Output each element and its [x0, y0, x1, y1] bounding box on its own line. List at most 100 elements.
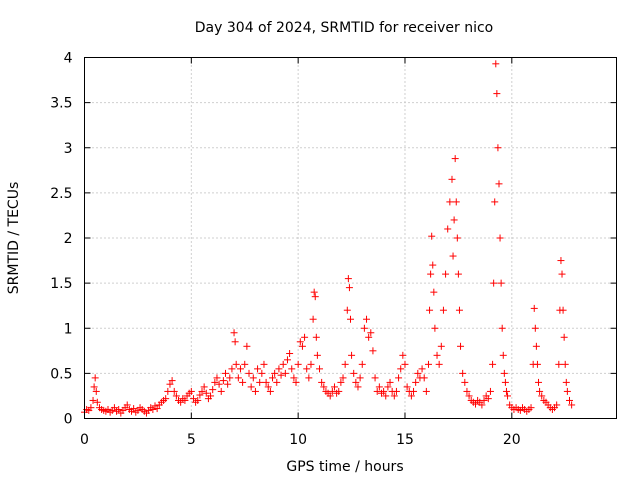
- data-point: [452, 198, 460, 206]
- data-point: [311, 293, 319, 301]
- data-point: [427, 270, 435, 278]
- data-point: [403, 383, 411, 391]
- data-point: [448, 175, 456, 183]
- data-point: [87, 404, 95, 412]
- data-point: [290, 374, 298, 382]
- data-point: [561, 360, 569, 368]
- data-point: [115, 405, 123, 413]
- data-point: [397, 365, 405, 373]
- data-point: [343, 306, 351, 314]
- data-point: [245, 369, 253, 377]
- data-point: [414, 369, 422, 377]
- data-point: [335, 387, 343, 395]
- data-point: [224, 380, 232, 388]
- data-point: [424, 360, 432, 368]
- data-point: [453, 234, 461, 242]
- data-point: [489, 360, 497, 368]
- data-point: [90, 383, 98, 391]
- data-point: [269, 374, 277, 382]
- data-point: [478, 401, 486, 409]
- x-tick-labels: 0 5 10 15 20: [80, 432, 521, 448]
- data-point: [431, 324, 439, 332]
- data-point: [450, 216, 458, 224]
- data-point: [380, 387, 388, 395]
- chart-title: Day 304 of 2024, SRMTID for receiver nic…: [195, 20, 493, 36]
- data-point: [326, 392, 334, 400]
- data-point: [262, 378, 270, 386]
- data-point: [312, 333, 320, 341]
- y-tick-labels: 0 0.5 1 1.5 2 2.5 3 3.5 4: [50, 51, 72, 428]
- data-point: [354, 383, 362, 391]
- data-point: [281, 369, 289, 377]
- data-point: [209, 386, 217, 394]
- data-point: [256, 378, 264, 386]
- data-point: [168, 377, 176, 385]
- data-point: [442, 270, 450, 278]
- data-point: [497, 279, 505, 287]
- data-point: [426, 306, 434, 314]
- y-tick-label: 3.5: [50, 96, 72, 112]
- data-point: [563, 387, 571, 395]
- data-point: [226, 374, 234, 382]
- data-point: [371, 374, 379, 382]
- data-point: [264, 383, 272, 391]
- data-point: [341, 360, 349, 368]
- data-point: [239, 378, 247, 386]
- x-axis-label: GPS time / hours: [286, 459, 403, 475]
- data-point: [418, 365, 426, 373]
- data-point: [339, 374, 347, 382]
- data-point: [231, 338, 239, 346]
- data-point: [236, 365, 244, 373]
- data-point: [260, 360, 268, 368]
- data-point: [177, 398, 185, 406]
- data-point: [373, 387, 381, 395]
- data-point: [266, 387, 274, 395]
- data-point: [553, 401, 561, 409]
- data-point: [532, 342, 540, 350]
- data-point: [170, 387, 178, 395]
- data-point: [181, 396, 189, 404]
- data-point: [367, 329, 375, 337]
- data-point: [301, 333, 309, 341]
- data-point: [222, 369, 230, 377]
- data-point: [305, 374, 313, 382]
- data-point: [420, 374, 428, 382]
- data-point: [565, 396, 573, 404]
- data-point: [449, 252, 457, 260]
- data-point: [348, 351, 356, 359]
- data-point: [446, 198, 454, 206]
- data-point: [527, 404, 535, 412]
- data-point: [296, 338, 304, 346]
- y-tick-label: 2.5: [50, 186, 72, 202]
- data-point: [232, 360, 240, 368]
- data-point: [451, 155, 459, 163]
- data-point: [110, 404, 118, 412]
- y-tick-label: 1: [64, 321, 73, 337]
- data-point: [422, 387, 430, 395]
- x-tick-label: 10: [289, 432, 307, 448]
- data-point: [316, 365, 324, 373]
- data-point: [89, 396, 97, 404]
- data-point: [243, 342, 251, 350]
- data-point: [559, 306, 567, 314]
- data-point: [433, 351, 441, 359]
- data-point: [200, 383, 208, 391]
- data-point: [202, 389, 210, 397]
- data-point: [358, 360, 366, 368]
- data-point: [310, 288, 318, 296]
- data-point: [399, 351, 407, 359]
- data-point: [496, 234, 504, 242]
- data-point: [555, 360, 563, 368]
- data-point: [502, 387, 510, 395]
- data-point: [500, 369, 508, 377]
- data-point: [492, 60, 500, 68]
- data-point: [275, 365, 283, 373]
- data-point: [149, 405, 157, 413]
- data-point: [459, 369, 467, 377]
- y-tick-label: 0: [64, 412, 73, 428]
- data-point: [486, 387, 494, 395]
- data-point: [390, 392, 398, 400]
- data-point: [91, 374, 99, 382]
- x-tick-label: 5: [187, 432, 196, 448]
- data-point: [166, 380, 174, 388]
